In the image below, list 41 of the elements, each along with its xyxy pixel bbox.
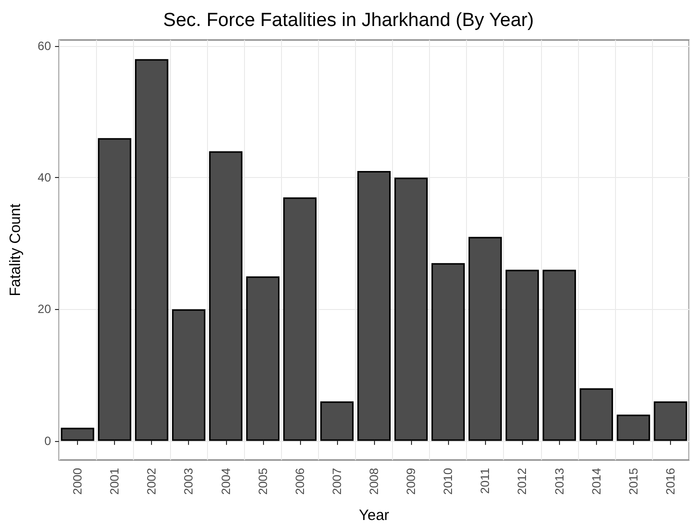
bar [172, 309, 206, 441]
x-tick-label: 2001 [108, 468, 122, 495]
y-axis-title: Fatality Count [7, 202, 24, 296]
x-tick-label: 2005 [256, 468, 270, 495]
x-tick-label: 2009 [404, 468, 418, 495]
x-axis-title: Year [358, 507, 390, 524]
x-tick-label: 2002 [144, 468, 159, 495]
x-tick-label: 2003 [182, 468, 196, 495]
y-tick-label: 60 [38, 38, 52, 53]
y-tick-label: 20 [38, 302, 52, 316]
bar [98, 138, 132, 441]
bar [542, 270, 576, 441]
x-tick-label: 2013 [552, 468, 566, 495]
bar [506, 270, 539, 441]
bar [134, 59, 168, 441]
x-tick-label: 2016 [663, 468, 678, 495]
x-tick-label: 2015 [626, 468, 640, 495]
x-tick-label: 2007 [330, 468, 344, 495]
bar [60, 428, 94, 441]
x-tick-label: 2008 [367, 468, 381, 495]
x-tick-label: 2011 [478, 468, 492, 494]
bar [246, 276, 280, 441]
bar [209, 151, 242, 441]
x-tick-label: 2000 [70, 468, 85, 495]
bar [357, 171, 391, 441]
x-tick-label: 2006 [292, 468, 307, 495]
x-tick-label: 2014 [589, 468, 604, 495]
x-tick-label: 2010 [441, 468, 456, 495]
bar [394, 178, 428, 441]
bar [431, 263, 465, 441]
x-tick-label: 2012 [515, 468, 530, 495]
bar [654, 401, 688, 441]
bar [283, 197, 317, 441]
y-tick-label: 40 [38, 170, 52, 185]
chart-title: Sec. Force Fatalities in Jharkhand (By Year) [163, 10, 534, 31]
y-tick-label: 0 [44, 434, 52, 448]
bar [468, 236, 502, 441]
bar [616, 414, 650, 441]
x-tick-label: 2004 [218, 468, 233, 495]
bar [320, 401, 354, 441]
bar [580, 388, 614, 441]
